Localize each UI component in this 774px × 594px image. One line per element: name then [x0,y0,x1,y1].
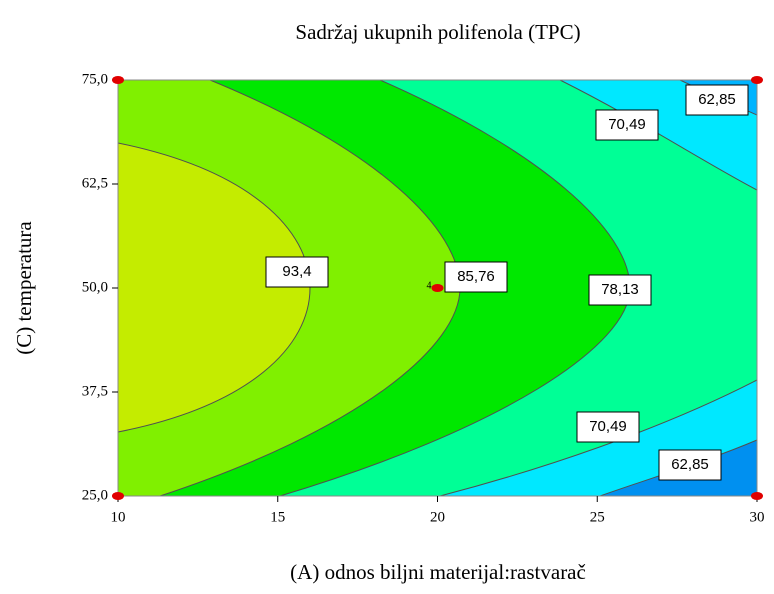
contour-label: 93,4 [282,263,311,280]
x-tick-label: 10 [111,509,126,525]
contour-label: 70,49 [589,418,627,435]
contour-line [559,79,758,191]
design-point [751,492,763,500]
x-tick-label: 25 [590,509,605,525]
contour-line [439,379,758,497]
x-axis-title: (A) odnos biljni materijal:rastvarač [290,560,586,584]
design-point [751,76,763,84]
contour-label: 62,85 [671,456,709,473]
y-axis-title: (C) temperatura [12,221,36,355]
chart-title: Sadržaj ukupnih polifenola (TPC) [295,20,580,44]
contour-line [117,142,311,433]
contour-label-box [685,84,749,116]
contour-label-box [658,449,722,481]
contour-label-box [576,411,640,443]
y-tick-label: 50,0 [82,279,108,295]
design-point [112,492,124,500]
contour-label: 85,76 [457,268,495,285]
y-tick-label: 62,5 [82,175,108,191]
contour-band [600,440,757,496]
contour-label-box [265,256,329,288]
contour-label: 70,49 [608,116,646,133]
y-tick-label: 25,0 [82,487,108,503]
design-point [112,76,124,84]
y-tick-label: 37,5 [82,383,108,399]
design-point [431,284,444,292]
x-tick-label: 15 [270,509,285,525]
contour-label-box [588,274,652,306]
contour-label-box [595,109,659,141]
contour-label: 78,13 [601,281,639,298]
contour-band [118,143,310,432]
center-point-label: 4 [427,280,432,291]
x-tick-label: 30 [750,509,765,525]
y-tick-label: 75,0 [82,71,108,87]
contour-label: 62,85 [698,91,736,108]
x-tick-label: 20 [430,509,445,525]
contour-label-box [444,261,508,293]
